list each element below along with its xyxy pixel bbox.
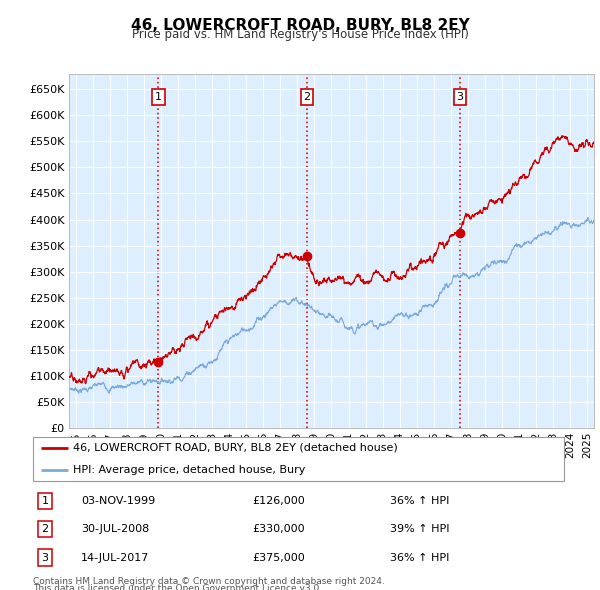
Text: 39% ↑ HPI: 39% ↑ HPI: [390, 525, 449, 534]
Text: 14-JUL-2017: 14-JUL-2017: [81, 553, 149, 562]
Text: £330,000: £330,000: [252, 525, 305, 534]
Text: 46, LOWERCROFT ROAD, BURY, BL8 2EY: 46, LOWERCROFT ROAD, BURY, BL8 2EY: [131, 18, 469, 32]
Text: 3: 3: [457, 92, 463, 102]
Text: Contains HM Land Registry data © Crown copyright and database right 2024.: Contains HM Land Registry data © Crown c…: [33, 577, 385, 586]
Text: This data is licensed under the Open Government Licence v3.0.: This data is licensed under the Open Gov…: [33, 584, 322, 590]
Text: £126,000: £126,000: [252, 496, 305, 506]
Text: 1: 1: [41, 496, 49, 506]
Text: 30-JUL-2008: 30-JUL-2008: [81, 525, 149, 534]
Text: 3: 3: [41, 553, 49, 562]
Text: 1: 1: [155, 92, 162, 102]
FancyBboxPatch shape: [33, 437, 564, 481]
Text: 03-NOV-1999: 03-NOV-1999: [81, 496, 155, 506]
Text: 2: 2: [304, 92, 311, 102]
Text: Price paid vs. HM Land Registry's House Price Index (HPI): Price paid vs. HM Land Registry's House …: [131, 28, 469, 41]
Text: £375,000: £375,000: [252, 553, 305, 562]
Text: 2: 2: [41, 525, 49, 534]
Text: 46, LOWERCROFT ROAD, BURY, BL8 2EY (detached house): 46, LOWERCROFT ROAD, BURY, BL8 2EY (deta…: [73, 442, 398, 453]
Text: 36% ↑ HPI: 36% ↑ HPI: [390, 496, 449, 506]
Text: HPI: Average price, detached house, Bury: HPI: Average price, detached house, Bury: [73, 465, 305, 475]
Text: 36% ↑ HPI: 36% ↑ HPI: [390, 553, 449, 562]
